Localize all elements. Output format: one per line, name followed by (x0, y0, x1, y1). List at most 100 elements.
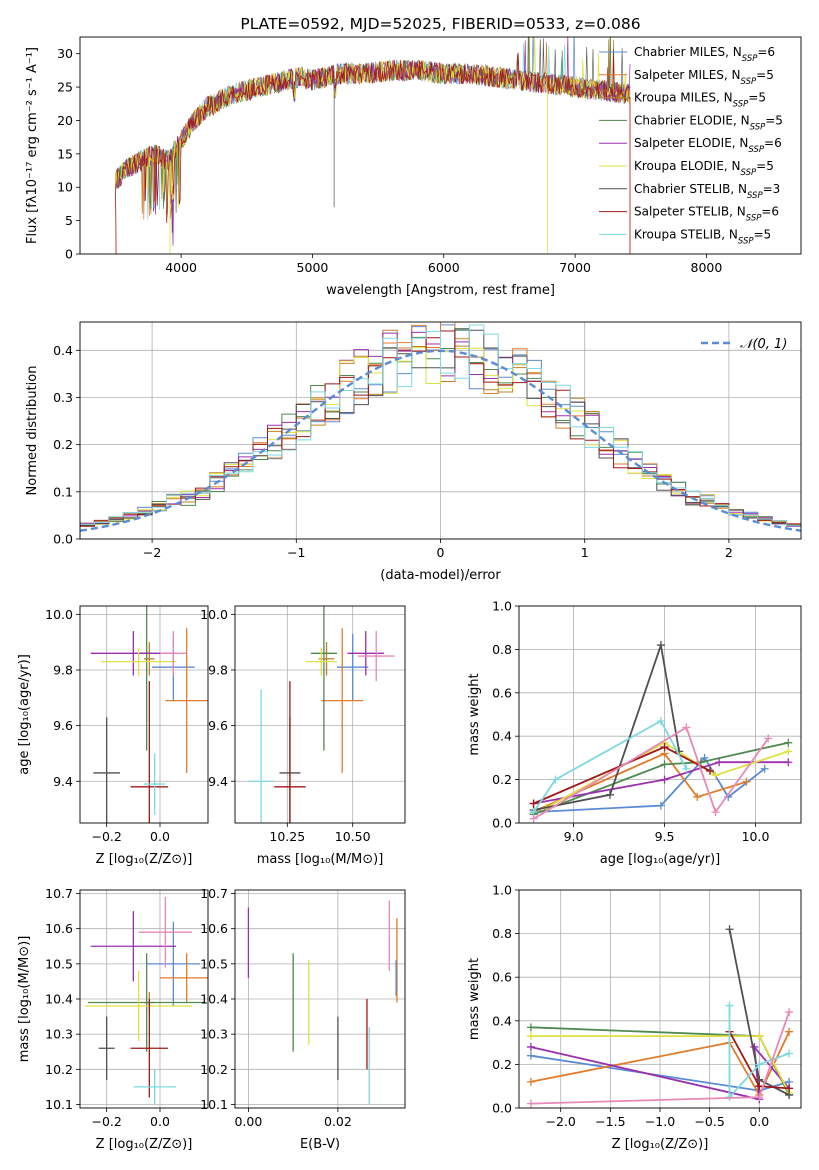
weight-marker (682, 723, 691, 732)
axes-frame (79, 36, 802, 255)
weight-marker (526, 1099, 535, 1108)
y-axis-label: Flux [fλ10⁻¹⁷ erg cm⁻² s⁻¹ A⁻¹] (25, 47, 40, 244)
weight-marker (656, 641, 665, 650)
y-axis-label: Normed distribution (25, 366, 40, 496)
legend-label-gaussian: 𝒩(0, 1) (740, 337, 787, 352)
y-tick-label: 0.8 (492, 926, 512, 941)
x-tick-label: 0.0 (150, 829, 170, 844)
y-tick-label: 25 (57, 80, 73, 95)
y-tick-label: 0 (65, 247, 73, 262)
weight-marker (715, 758, 724, 767)
spectrum-series-0 (115, 37, 631, 202)
y-tick-label: 0.4 (492, 1013, 512, 1028)
gaussian-curve (80, 349, 801, 532)
y-tick-label: 10.1 (45, 1097, 73, 1112)
axes-frame (518, 605, 802, 824)
x-tick-label: 5000 (297, 260, 329, 275)
weight-marker (529, 814, 538, 823)
y-tick-label: 9.6 (208, 718, 228, 733)
weight-marker (526, 1032, 535, 1041)
weight-marker (711, 771, 720, 780)
legend-label-5: Kroupa ELODIE, NSSP=5 (634, 159, 774, 178)
weight-marker (742, 777, 751, 786)
weight-marker (526, 1023, 535, 1032)
x-tick-label: −1.5 (595, 1114, 625, 1129)
y-axis-label: age [log₁₀(age/yr)] (17, 654, 32, 775)
x-tick-label: 7000 (559, 260, 591, 275)
weight-marker (529, 799, 538, 808)
weight-marker (785, 1008, 794, 1017)
weight-marker (755, 1060, 764, 1069)
weight-marker (764, 734, 773, 743)
y-tick-label: 0.2 (53, 437, 73, 452)
weight-marker (755, 1032, 764, 1041)
y-tick-label: 10.1 (200, 1097, 228, 1112)
x-tick-label: 0.00 (234, 1114, 262, 1129)
plot-area-mass-vs-EBV (247, 900, 398, 1105)
y-tick-label: 0.0 (492, 1101, 512, 1116)
y-tick-label: 10.2 (200, 1062, 228, 1077)
weight-marker (725, 925, 734, 934)
legend-label-1: Salpeter MILES, NSSP=5 (634, 68, 774, 87)
axes-spectrum: 4000 5000 6000 7000 8000 0 5 10 15 20 25 30 waveleng… (25, 36, 802, 298)
y-tick-label: 0.0 (492, 816, 512, 831)
legend: Chabrier MILES, NSSP=6 Salpeter MILES, NS… (599, 45, 783, 246)
y-tick-label: 10.2 (45, 1062, 73, 1077)
weight-marker (551, 775, 560, 784)
axes-mass-vs-EBV: 0.00 0.02 10.1 10.2 10.3 10.4 10.5 10.6 10.7 E(B-… (200, 886, 406, 1152)
y-tick-label: 10.0 (200, 607, 228, 622)
x-tick-label: −0.2 (91, 1114, 121, 1129)
x-tick-label: −0.5 (694, 1114, 724, 1129)
y-tick-label: 10.0 (45, 607, 73, 622)
axes-frame (79, 605, 209, 824)
y-tick-label: 9.8 (208, 662, 228, 677)
weight-series-7 (532, 719, 688, 813)
weight-series-3 (533, 761, 789, 805)
weight-marker (785, 1027, 794, 1036)
weight-marker (660, 743, 669, 752)
y-tick-label: 9.4 (208, 774, 228, 789)
x-tick-label: 0 (437, 545, 445, 560)
y-tick-label: 10.7 (200, 886, 228, 901)
x-tick-label: 0.0 (749, 1114, 769, 1129)
y-tick-label: 20 (57, 113, 73, 128)
weight-marker (785, 1084, 794, 1093)
x-tick-label: 0.02 (324, 1114, 352, 1129)
x-axis-label: age [log₁₀(age/yr)] (600, 852, 721, 867)
y-tick-label: 0.2 (492, 1057, 512, 1072)
weight-marker (605, 790, 614, 799)
weight-marker (526, 1051, 535, 1060)
histogram-series-8 (80, 324, 801, 527)
weight-marker (660, 775, 669, 784)
x-tick-label: 1 (581, 545, 589, 560)
x-tick-label: −0.2 (91, 829, 121, 844)
weight-marker (656, 717, 665, 726)
axes-residuals: −2 −1 0 1 2 0.0 0.1 0.2 0.3 0.4 (data-model)/error… (25, 321, 802, 583)
x-axis-label: wavelength [Angstrom, rest frame] (326, 283, 555, 298)
legend-label-6: Chabrier STELIB, NSSP=3 (634, 182, 780, 201)
weight-marker (784, 747, 793, 756)
weight-marker (750, 1042, 759, 1051)
weight-marker (755, 1093, 764, 1102)
y-tick-label: 0.4 (492, 729, 512, 744)
axes-mass-weight-vs-Z: −2.0 −1.5 −1.0 −0.5 0.0 0.0 0.2 0.4 0.6 0.8 1.0 Z [… (467, 883, 802, 1152)
weight-marker (526, 1042, 535, 1051)
y-tick-label: 30 (57, 46, 73, 61)
y-tick-label: 9.4 (53, 774, 73, 789)
x-tick-label: −1.0 (645, 1114, 675, 1129)
weight-marker (706, 766, 715, 775)
x-tick-label: 10.0 (742, 829, 770, 844)
plot-area-mass-vs-Z (85, 897, 208, 1105)
x-tick-label: 9.0 (564, 829, 584, 844)
weight-series-5 (533, 644, 680, 811)
x-tick-label: −2 (143, 545, 161, 560)
axes-age-vs-Z: −0.2 0.0 9.4 9.6 9.8 10.0 Z [log₁₀(Z/Z⊙)] age [… (17, 605, 209, 867)
y-tick-label: 0.2 (492, 772, 512, 787)
y-tick-label: 1.0 (492, 883, 512, 898)
y-axis-label: mass [log₁₀(M/M⊙)] (17, 936, 32, 1063)
legend-label-8: Kroupa STELIB, NSSP=5 (634, 227, 771, 246)
weight-series-3 (530, 1044, 790, 1101)
weight-marker (785, 1049, 794, 1058)
weight-marker (682, 764, 691, 773)
